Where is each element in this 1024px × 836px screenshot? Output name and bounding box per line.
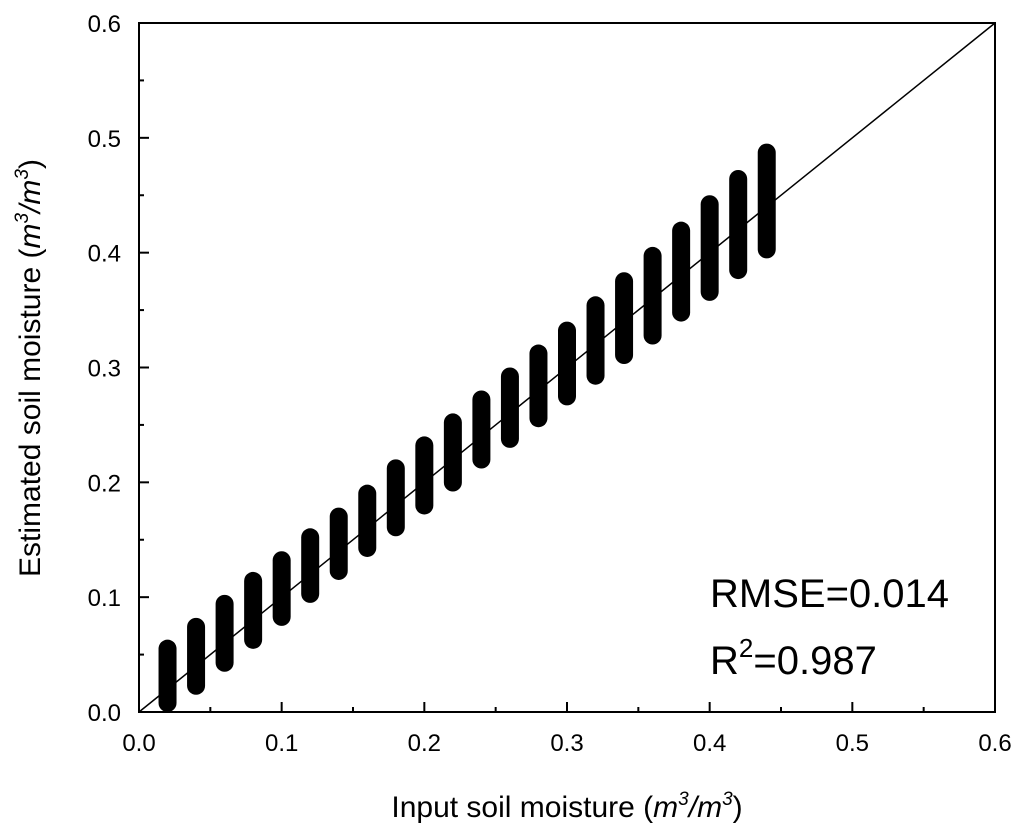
x-tick-label: 0.0 — [122, 730, 155, 757]
x-axis-title: Input soil moisture (m3/m3) — [391, 789, 742, 824]
x-tick-label: 0.2 — [408, 730, 441, 757]
x-tick-label: 0.5 — [836, 730, 869, 757]
r-squared-annotation: R2=0.987 — [710, 633, 877, 683]
y-tick-label: 0.3 — [88, 356, 121, 383]
data-marks — [158, 143, 776, 712]
y-tick-label: 0.6 — [88, 11, 121, 38]
y-tick-label: 0.4 — [88, 241, 121, 268]
x-axis-ticks: 0.0 0.1 0.2 0.3 0.4 0.5 0.6 — [122, 702, 1012, 757]
y-tick-label: 0.0 — [88, 700, 121, 727]
y-tick-label: 0.2 — [88, 470, 121, 497]
x-tick-label: 0.1 — [265, 730, 298, 757]
y-tick-label: 0.1 — [88, 585, 121, 612]
y-tick-label: 0.5 — [88, 126, 121, 153]
one-to-one-line — [138, 22, 996, 713]
y-axis-title: Estimated soil moisture (m3/m3) — [12, 159, 47, 577]
y-axis-ticks: 0.0 0.1 0.2 0.3 0.4 0.5 0.6 — [88, 11, 149, 727]
x-tick-label: 0.6 — [978, 730, 1011, 757]
x-tick-label: 0.4 — [693, 730, 726, 757]
rmse-annotation: RMSE=0.014 — [710, 572, 949, 616]
x-tick-label: 0.3 — [550, 730, 583, 757]
